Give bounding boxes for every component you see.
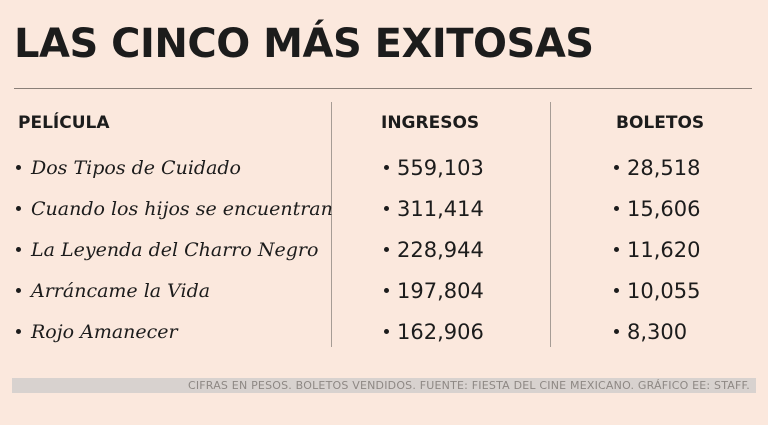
film-cell: Cuando los hijos se encuentran [16, 196, 333, 222]
film-title: Dos Tipos de Cuidado [31, 157, 241, 179]
bullet-icon [614, 329, 619, 334]
bullet-icon [384, 329, 389, 334]
bullet-icon [614, 288, 619, 293]
film-cell: Rojo Amanecer [16, 319, 178, 345]
bullet-icon [384, 288, 389, 293]
bullet-icon [16, 206, 21, 211]
column-header-boletos: BOLETOS [616, 113, 705, 133]
film-cell: Arráncame la Vida [16, 278, 210, 304]
ingresos-value: 559,103 [397, 156, 484, 180]
table-row: Arráncame la Vida 197,804 10,055 [0, 278, 768, 304]
table-row: Dos Tipos de Cuidado 559,103 28,518 [0, 155, 768, 181]
boletos-value: 11,620 [627, 238, 701, 262]
table-row: La Leyenda del Charro Negro 228,944 11,6… [0, 237, 768, 263]
film-title: Rojo Amanecer [31, 321, 178, 343]
boletos-value: 10,055 [627, 279, 701, 303]
boletos-value: 28,518 [627, 156, 701, 180]
boletos-cell: 11,620 [614, 237, 700, 263]
bullet-icon [614, 206, 619, 211]
bullet-icon [384, 247, 389, 252]
table-row: Cuando los hijos se encuentran 311,414 1… [0, 196, 768, 222]
bullet-icon [16, 165, 21, 170]
column-divider-left [331, 102, 332, 347]
boletos-value: 8,300 [627, 320, 688, 344]
ingresos-value: 228,944 [397, 238, 484, 262]
ingresos-cell: 162,906 [384, 319, 484, 345]
bullet-icon [16, 288, 21, 293]
boletos-value: 15,606 [627, 197, 701, 221]
ingresos-cell: 197,804 [384, 278, 484, 304]
boletos-cell: 15,606 [614, 196, 700, 222]
ingresos-cell: 559,103 [384, 155, 484, 181]
page-title: LAS CINCO MÁS EXITOSAS [14, 21, 594, 67]
bullet-icon [614, 165, 619, 170]
boletos-cell: 10,055 [614, 278, 700, 304]
ingresos-value: 311,414 [397, 197, 484, 221]
source-footer: CIFRAS EN PESOS. BOLETOS VENDIDOS. FUENT… [12, 378, 756, 393]
table-row: Rojo Amanecer 162,906 8,300 [0, 319, 768, 345]
film-cell: La Leyenda del Charro Negro [16, 237, 318, 263]
boletos-cell: 28,518 [614, 155, 700, 181]
bullet-icon [16, 247, 21, 252]
boletos-cell: 8,300 [614, 319, 687, 345]
column-divider-right [550, 102, 551, 347]
column-header-ingresos: INGRESOS [381, 113, 480, 133]
bullet-icon [384, 165, 389, 170]
ingresos-value: 197,804 [397, 279, 484, 303]
bullet-icon [16, 329, 21, 334]
film-cell: Dos Tipos de Cuidado [16, 155, 241, 181]
source-note: CIFRAS EN PESOS. BOLETOS VENDIDOS. FUENT… [187, 379, 750, 392]
ingresos-cell: 311,414 [384, 196, 484, 222]
ingresos-cell: 228,944 [384, 237, 484, 263]
ingresos-value: 162,906 [397, 320, 484, 344]
bullet-icon [384, 206, 389, 211]
film-title: Cuando los hijos se encuentran [31, 198, 333, 220]
film-title: Arráncame la Vida [31, 280, 211, 302]
title-divider [14, 88, 752, 89]
column-header-pelicula: PELÍCULA [18, 113, 110, 133]
film-title: La Leyenda del Charro Negro [31, 239, 319, 261]
bullet-icon [614, 247, 619, 252]
